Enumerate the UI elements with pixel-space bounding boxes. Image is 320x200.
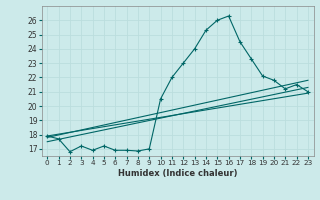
X-axis label: Humidex (Indice chaleur): Humidex (Indice chaleur) (118, 169, 237, 178)
